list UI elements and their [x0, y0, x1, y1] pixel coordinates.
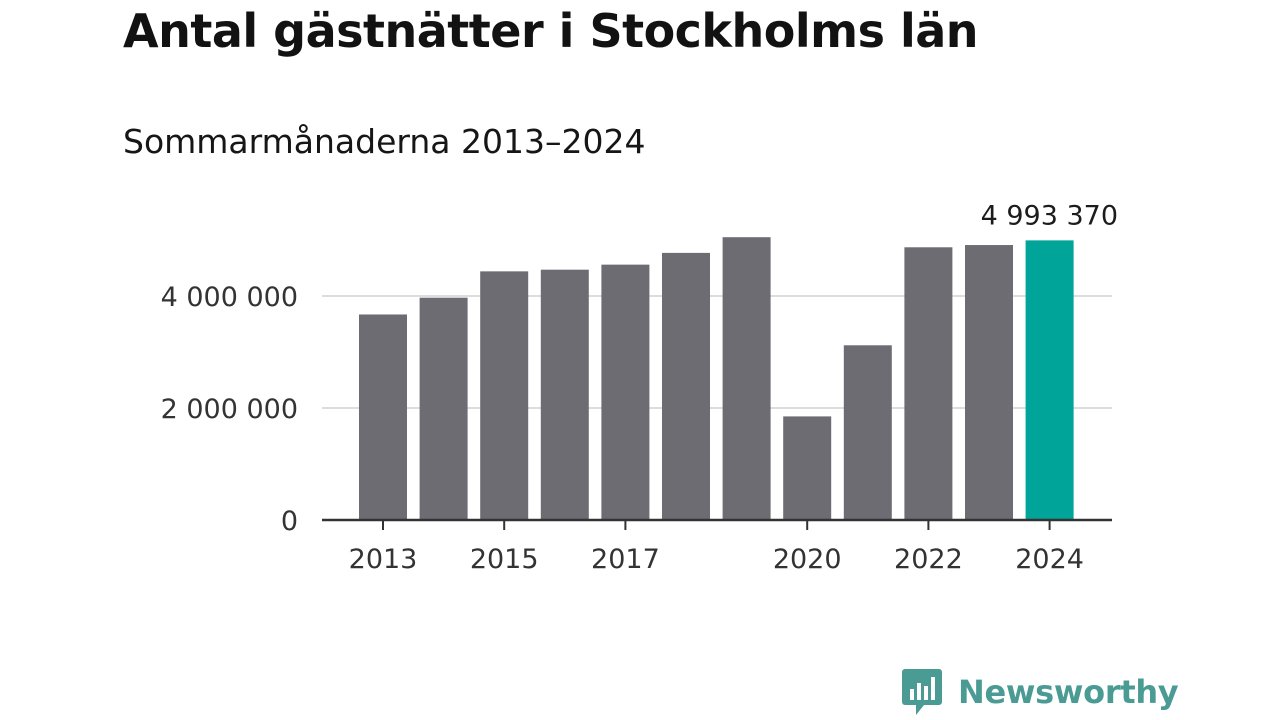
x-tick-label: 2013 — [349, 544, 418, 575]
bar-2023 — [965, 245, 1013, 521]
bar-2024 — [1025, 240, 1074, 520]
bar-2018 — [662, 252, 710, 520]
bar-2016 — [540, 269, 589, 520]
bar-2015 — [480, 271, 529, 520]
bar-2022 — [904, 247, 953, 520]
bar-2013 — [359, 314, 407, 520]
x-axis — [322, 518, 1112, 530]
value-label-2024: 4 993 370 — [981, 200, 1118, 231]
x-tick-label: 2020 — [773, 544, 842, 575]
bars — [359, 237, 1074, 521]
chart-title: Antal gästnätter i Stockholms län — [123, 4, 979, 58]
bar-2021 — [843, 345, 892, 520]
y-tick-label: 2 000 000 — [161, 394, 298, 425]
bar-2020 — [783, 416, 832, 520]
x-tick-label: 2024 — [1015, 544, 1084, 575]
x-tick-label: 2022 — [894, 544, 963, 575]
y-tick-label: 4 000 000 — [161, 282, 298, 313]
x-tick-label: 2015 — [470, 544, 539, 575]
axis-labels: 0 2 000 000 4 000 000 2013 2015 2017 2020 2022 2… — [161, 200, 1118, 575]
bar-2019 — [722, 237, 771, 520]
bar-2014 — [419, 297, 468, 520]
chart-subtitle: Sommarmånaderna 2013–2024 — [123, 122, 646, 161]
y-tick-label: 0 — [281, 506, 298, 537]
bar-2017 — [601, 264, 650, 520]
brand-name: Newsworthy — [958, 673, 1179, 711]
x-tick-label: 2017 — [591, 544, 660, 575]
newsworthy-logo: Newsworthy — [902, 669, 1179, 715]
bar-chart-speech-bubble-icon — [902, 669, 942, 715]
